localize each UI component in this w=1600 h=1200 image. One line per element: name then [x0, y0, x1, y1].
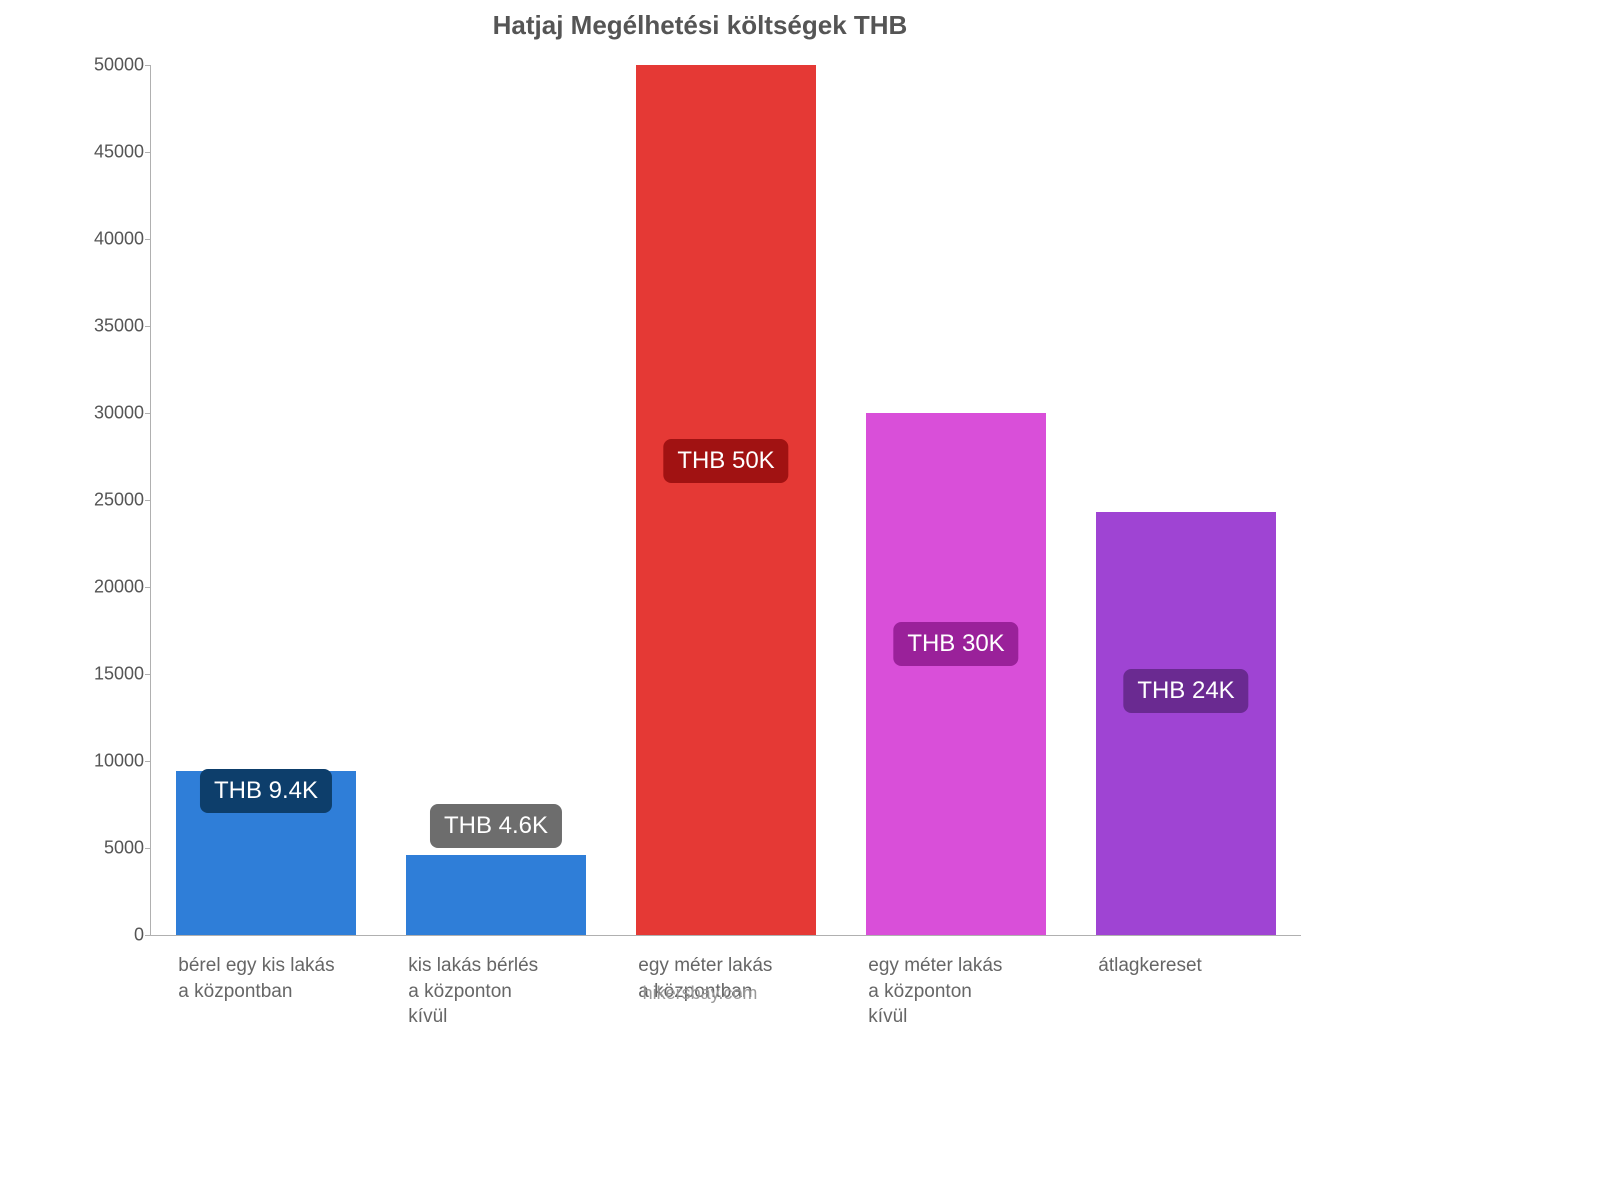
- y-axis-tick-mark: [145, 587, 151, 588]
- chart-bar: [1096, 512, 1275, 935]
- y-axis-tick: 5000: [76, 838, 144, 859]
- y-axis-tick: 40000: [76, 229, 144, 250]
- y-axis-tick: 30000: [76, 403, 144, 424]
- y-axis-tick-mark: [145, 500, 151, 501]
- value-badge: THB 50K: [663, 439, 788, 483]
- value-badge: THB 4.6K: [430, 804, 562, 848]
- y-axis-tick: 10000: [76, 751, 144, 772]
- y-axis-tick: 15000: [76, 664, 144, 685]
- value-badge: THB 9.4K: [200, 769, 332, 813]
- chart-bar: [866, 413, 1045, 935]
- y-axis-tick-mark: [145, 935, 151, 936]
- y-axis-tick-mark: [145, 239, 151, 240]
- y-axis-tick-mark: [145, 326, 151, 327]
- value-badge: THB 30K: [893, 622, 1018, 666]
- y-axis-tick: 50000: [76, 55, 144, 76]
- plot-area: 0500010000150002000025000300003500040000…: [150, 65, 1301, 936]
- y-axis-tick-mark: [145, 413, 151, 414]
- cost-of-living-chart: Hatjaj Megélhetési költségek THB 0500010…: [60, 10, 1340, 1010]
- y-axis-tick: 25000: [76, 490, 144, 511]
- y-axis-tick: 35000: [76, 316, 144, 337]
- y-axis-tick: 45000: [76, 142, 144, 163]
- y-axis-tick-mark: [145, 848, 151, 849]
- y-axis-tick-mark: [145, 761, 151, 762]
- chart-bar: [636, 65, 815, 935]
- y-axis-tick: 20000: [76, 577, 144, 598]
- y-axis-tick: 0: [76, 925, 144, 946]
- y-axis-tick-mark: [145, 152, 151, 153]
- y-axis-tick-mark: [145, 65, 151, 66]
- chart-title: Hatjaj Megélhetési költségek THB: [60, 10, 1340, 41]
- chart-footer: hikersbay.com: [60, 983, 1340, 1004]
- value-badge: THB 24K: [1123, 669, 1248, 713]
- chart-bar: [406, 855, 585, 935]
- y-axis-tick-mark: [145, 674, 151, 675]
- x-axis-label: átlagkereset: [1098, 953, 1277, 979]
